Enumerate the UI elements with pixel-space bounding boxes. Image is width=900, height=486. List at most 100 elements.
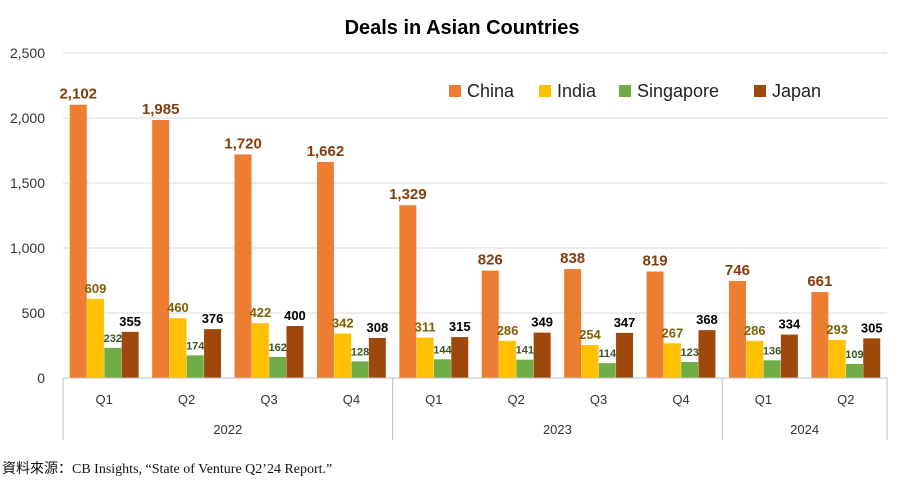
data-label-india: 311 xyxy=(415,320,436,335)
bar-japan-3 xyxy=(286,326,304,378)
bar-singapore-8 xyxy=(681,362,699,378)
bar-china-4 xyxy=(316,161,334,378)
legend-label-india: India xyxy=(557,81,597,101)
legend-label-japan: Japan xyxy=(772,81,821,101)
data-label-japan: 355 xyxy=(119,314,141,329)
bar-china-2 xyxy=(152,119,170,378)
y-tick-label: 1,500 xyxy=(10,175,45,191)
bar-china-9 xyxy=(728,281,746,378)
bar-india-10 xyxy=(828,339,846,378)
bar-japan-5 xyxy=(451,337,469,378)
data-label-japan: 376 xyxy=(202,311,224,326)
data-label-japan: 349 xyxy=(531,315,553,330)
y-tick-label: 2,000 xyxy=(10,110,45,126)
bar-singapore-2 xyxy=(186,355,204,378)
bar-china-6 xyxy=(481,270,499,378)
data-labels: 2,102 1,985 1,720 1,662 1,329 826 838 819 746 661… xyxy=(59,86,882,361)
y-tick-label: 2,500 xyxy=(10,45,45,61)
y-tick-label: 1,000 xyxy=(10,240,45,256)
data-label-china: 1,329 xyxy=(389,186,427,203)
data-label-japan: 334 xyxy=(778,317,800,332)
data-label-singapore: 141 xyxy=(516,345,534,357)
data-label-india: 422 xyxy=(249,305,271,320)
bar-india-7 xyxy=(581,344,599,378)
bar-china-7 xyxy=(564,269,582,378)
data-label-singapore: 162 xyxy=(268,342,286,354)
bars xyxy=(69,104,881,379)
data-label-singapore: 114 xyxy=(598,348,617,360)
data-label-china: 819 xyxy=(643,253,668,270)
bar-singapore-5 xyxy=(433,359,451,378)
bar-japan-8 xyxy=(698,330,716,378)
data-label-singapore: 144 xyxy=(433,344,452,356)
x-tick-label: Q4 xyxy=(672,392,689,407)
data-label-india: 286 xyxy=(497,323,519,338)
data-label-china: 826 xyxy=(478,252,503,269)
x-tick-label: Q3 xyxy=(260,392,277,407)
x-tick-label: Q1 xyxy=(425,392,442,407)
data-label-india: 254 xyxy=(579,327,601,342)
data-label-japan: 305 xyxy=(861,320,883,335)
bar-japan-1 xyxy=(121,331,139,378)
data-label-singapore: 109 xyxy=(845,349,863,361)
bar-singapore-7 xyxy=(598,363,616,378)
legend-swatch-china xyxy=(449,85,461,97)
bar-japan-10 xyxy=(863,338,881,378)
bar-singapore-6 xyxy=(516,359,534,378)
x-tick-label: Q2 xyxy=(837,392,854,407)
data-label-china: 2,102 xyxy=(59,86,97,103)
year-label: 2024 xyxy=(790,422,819,437)
x-tick-label: Q1 xyxy=(755,392,772,407)
bar-japan-4 xyxy=(368,337,386,378)
bar-india-6 xyxy=(499,340,517,378)
data-label-singapore: 232 xyxy=(104,333,122,345)
bar-japan-9 xyxy=(780,334,798,378)
legend-label-singapore: Singapore xyxy=(637,81,719,101)
data-label-singapore: 174 xyxy=(186,340,205,352)
data-label-india: 609 xyxy=(85,281,107,296)
bar-singapore-3 xyxy=(269,356,287,378)
legend-swatch-japan xyxy=(754,85,766,97)
data-label-china: 838 xyxy=(560,250,585,267)
data-label-china: 1,662 xyxy=(307,143,345,160)
data-label-japan: 368 xyxy=(696,312,718,327)
data-label-china: 746 xyxy=(725,262,750,279)
data-label-japan: 347 xyxy=(614,315,636,330)
data-label-singapore: 128 xyxy=(351,346,369,358)
x-tick-label: Q4 xyxy=(343,392,360,407)
bar-singapore-10 xyxy=(845,363,863,378)
bar-japan-6 xyxy=(533,332,551,378)
bar-singapore-4 xyxy=(351,361,369,378)
data-label-india: 293 xyxy=(826,322,848,337)
y-axis-ticks: 0 500 1,000 1,500 2,000 2,500 xyxy=(10,45,45,386)
x-tick-label: Q1 xyxy=(96,392,113,407)
bar-india-5 xyxy=(416,337,434,378)
x-axis: Q1 Q2 Q3 Q4 Q1 Q2 Q3 Q4 Q1 Q2 2022 2023 2024 xyxy=(62,377,888,440)
bar-india-2 xyxy=(169,318,187,378)
data-label-india: 267 xyxy=(661,325,683,340)
x-tick-label: Q3 xyxy=(590,392,607,407)
data-label-japan: 308 xyxy=(366,320,388,335)
legend-swatch-singapore xyxy=(619,85,631,97)
bar-china-3 xyxy=(234,154,252,378)
data-label-china: 1,720 xyxy=(224,135,262,152)
year-label: 2023 xyxy=(543,422,572,437)
bar-china-5 xyxy=(399,205,417,378)
y-tick-label: 0 xyxy=(37,370,45,386)
y-tick-label: 500 xyxy=(22,305,46,321)
bar-singapore-1 xyxy=(104,347,122,378)
bar-china-1 xyxy=(69,104,87,379)
legend-label-china: China xyxy=(467,81,515,101)
x-tick-label: Q2 xyxy=(508,392,525,407)
data-label-india: 286 xyxy=(744,323,766,338)
data-label-japan: 400 xyxy=(284,308,306,323)
bar-india-1 xyxy=(87,298,105,378)
bar-china-8 xyxy=(646,271,664,378)
bar-india-3 xyxy=(251,323,269,378)
data-label-china: 661 xyxy=(807,273,832,290)
data-label-india: 342 xyxy=(332,316,354,331)
bar-japan-2 xyxy=(204,329,222,378)
data-label-china: 1,985 xyxy=(142,101,180,118)
data-label-singapore: 136 xyxy=(763,345,781,357)
bar-singapore-9 xyxy=(763,360,781,378)
